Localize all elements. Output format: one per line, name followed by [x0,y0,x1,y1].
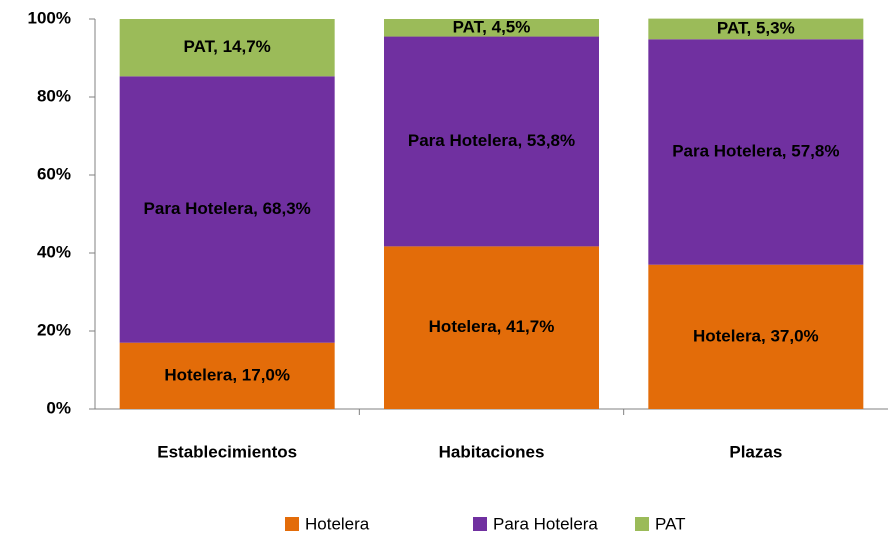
y-tick-label: 20% [37,320,71,339]
bar-segment [119,342,335,409]
bar-segment [384,19,599,37]
y-tick-label: 80% [37,86,71,105]
data-label: Para Hotelera, 53,8% [408,131,575,150]
bar-segment [384,246,599,409]
data-label: Hotelera, 41,7% [429,317,555,336]
x-tick-label: Habitaciones [439,442,545,461]
data-label: Para Hotelera, 68,3% [144,199,311,218]
bar-segment [648,264,864,409]
legend-label: PAT [655,514,686,533]
data-label: Hotelera, 17,0% [164,365,290,384]
legend-swatch [473,517,487,531]
y-tick-label: 40% [37,242,71,261]
data-label: Hotelera, 37,0% [693,326,819,345]
bar-segment [119,19,335,77]
legend-swatch [635,517,649,531]
data-label: PAT, 4,5% [453,17,531,36]
y-tick-label: 100% [28,8,71,27]
data-label: PAT, 5,3% [717,18,795,37]
x-tick-label: Plazas [729,442,782,461]
bar-segment [648,39,864,265]
bar-segment [119,76,335,343]
legend-swatch [285,517,299,531]
data-label: Para Hotelera, 57,8% [672,141,839,160]
legend-label: Hotelera [305,514,370,533]
legend-label: Para Hotelera [493,514,598,533]
data-label: PAT, 14,7% [184,37,271,56]
y-tick-label: 0% [46,398,71,417]
bar-segment [384,36,599,247]
y-tick-label: 60% [37,164,71,183]
bar-segment [648,18,864,40]
x-tick-label: Establecimientos [157,442,297,461]
